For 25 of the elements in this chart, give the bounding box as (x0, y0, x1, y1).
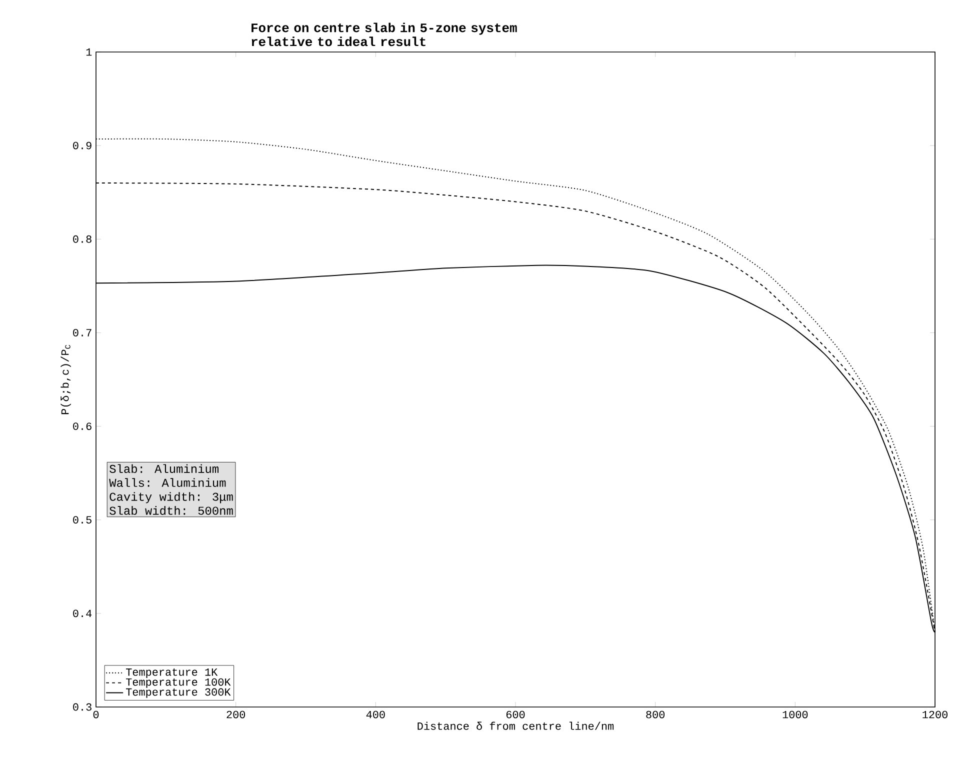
annotation: Cavity width: 3μm (110, 492, 233, 504)
x-tick-label: 0 (93, 710, 99, 718)
y-tick-label: 0.8 (73, 235, 92, 243)
x-tick-label: 200 (226, 710, 246, 718)
chart-title: Force on centre slab in 5-zone system relative to ideal result (252, 22, 517, 46)
y-tick-label: 0.9 (73, 142, 92, 150)
x-tick-label: 1200 (922, 710, 948, 718)
legend-label: Temperature 300K (126, 688, 231, 698)
x-axis-title: Distance δ from centre line/nm (418, 722, 614, 730)
x-tick-label: 400 (366, 710, 385, 718)
annotation: Slab: Aluminium (110, 464, 218, 473)
y-tick-label: 0.3 (73, 703, 92, 711)
legend-label: Temperature 1K (126, 668, 218, 678)
x-tick-label: 600 (506, 710, 525, 718)
x-tick-label: 800 (646, 710, 665, 718)
x-tick-label: 1000 (782, 710, 808, 718)
legend-label: Temperature 100K (126, 678, 231, 688)
y-axis-title: P(δ;b,c)/P$_{C}$ (60, 344, 71, 414)
y-tick-label: 0.5 (73, 516, 92, 524)
annotation: Slab width: 500nm (110, 506, 233, 515)
y-tick-label: 0.6 (73, 422, 92, 430)
y-tick-label: 0.7 (73, 329, 92, 336)
y-tick-label: 1 (86, 48, 92, 56)
y-tick-label: 0.4 (73, 610, 92, 618)
annotation: Walls: Aluminium (109, 478, 226, 487)
